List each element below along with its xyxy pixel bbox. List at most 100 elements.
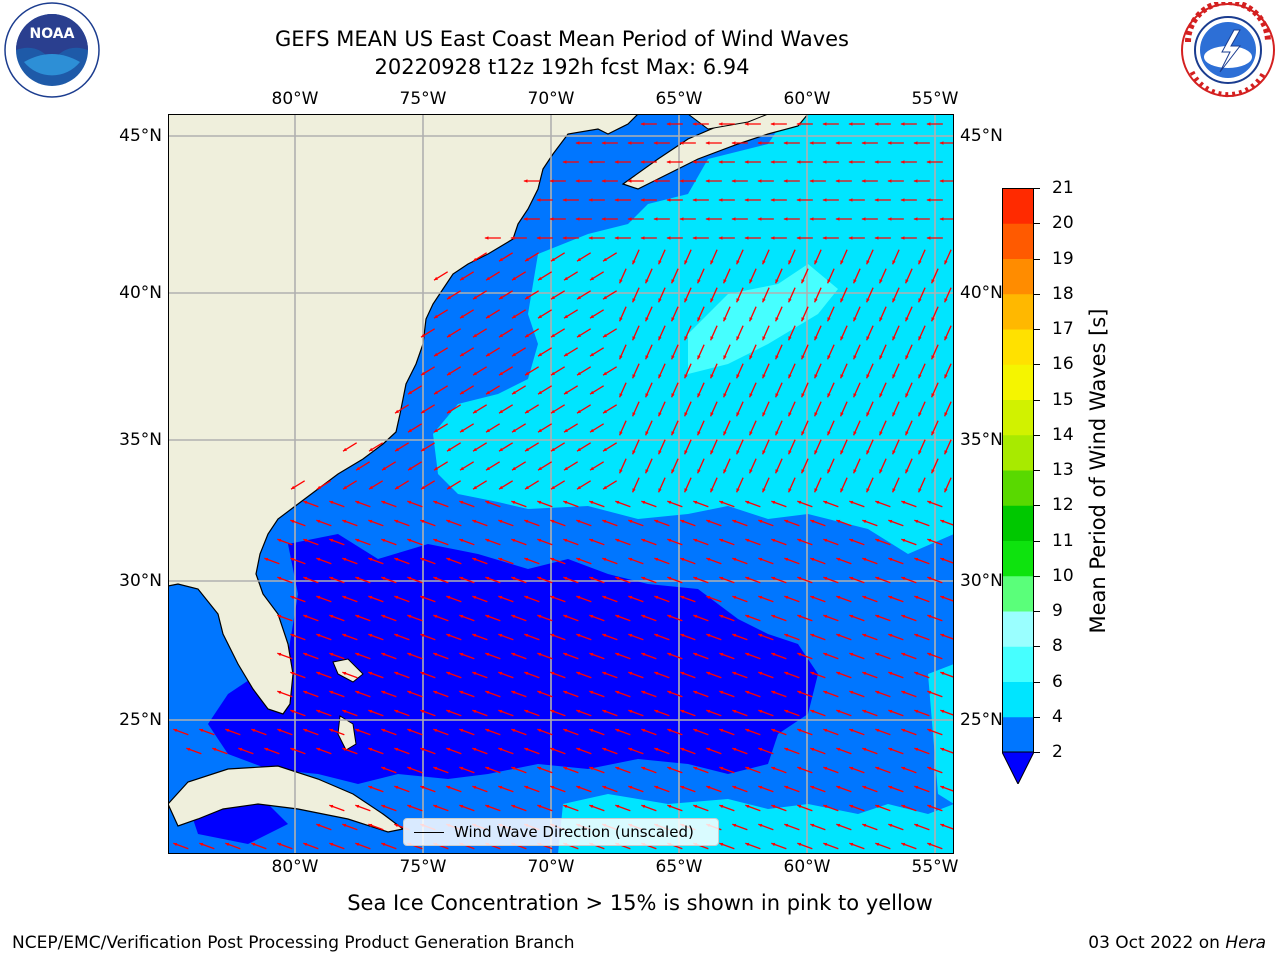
wind-wave-arrow: [550, 290, 566, 300]
wind-wave-arrow: [381, 500, 397, 508]
wind-wave-arrow: [602, 366, 618, 376]
wind-wave-arrow: [917, 439, 926, 455]
lon-label-bottom: 55°W: [911, 857, 959, 877]
colorbar-outline: [1002, 188, 1034, 753]
colorbar-tick-mark: [1034, 364, 1040, 366]
wind-wave-arrow: [940, 519, 954, 526]
wind-wave-arrow: [865, 363, 874, 379]
wind-wave-arrow: [719, 728, 735, 736]
wind-wave-arrow: [576, 252, 592, 262]
wind-wave-arrow: [433, 385, 449, 395]
wind-wave-arrow: [394, 671, 410, 679]
wind-wave-arrow: [813, 477, 822, 493]
wind-wave-arrow: [862, 785, 878, 793]
wind-wave-arrow: [930, 420, 939, 436]
wind-wave-arrow: [485, 690, 501, 698]
lat-label-right: 30°N: [960, 571, 1003, 591]
wind-wave-arrow: [796, 160, 813, 164]
chart-title: GEFS MEAN US East Coast Mean Period of W…: [275, 27, 849, 51]
wind-wave-arrow: [472, 557, 488, 565]
wind-wave-arrow: [865, 477, 874, 493]
wind-wave-arrow: [498, 785, 514, 793]
colorbar-segment: [1002, 434, 1034, 471]
wind-wave-arrow: [602, 671, 618, 679]
wind-wave-arrow: [901, 766, 917, 774]
colorbar-segment: [1002, 293, 1034, 330]
wind-wave-arrow: [576, 557, 592, 565]
wind-wave-arrow: [576, 366, 592, 376]
wind-wave-arrow: [644, 268, 653, 284]
wind-wave-arrow: [683, 325, 692, 341]
colorbar-segment: [1002, 505, 1034, 541]
wind-wave-arrow: [618, 458, 627, 474]
lon-label-top: 70°W: [527, 89, 575, 109]
wind-wave-arrow: [589, 804, 605, 812]
wind-wave-arrow: [420, 366, 436, 376]
wind-wave-arrow: [537, 614, 553, 622]
wind-wave-arrow: [927, 766, 943, 774]
wind-wave-arrow: [446, 480, 462, 490]
wind-wave-arrow: [849, 690, 865, 698]
colorbar-tick-label: 15: [1052, 389, 1074, 410]
wind-wave-arrow: [589, 347, 605, 357]
wind-wave-arrow: [618, 268, 627, 284]
wind-wave-arrow: [550, 709, 566, 717]
wind-wave-arrow: [670, 268, 679, 284]
wind-wave-arrow: [862, 747, 878, 755]
wind-wave-arrow: [563, 766, 579, 774]
wind-wave-arrow: [797, 728, 813, 736]
wind-wave-arrow: [901, 652, 917, 660]
wind-wave-arrow: [732, 823, 748, 831]
wind-wave-arrow: [784, 709, 800, 717]
wind-wave-arrow: [576, 290, 592, 300]
wind-wave-arrow: [537, 690, 553, 698]
wind-wave-arrow: [173, 842, 189, 850]
wind-wave-arrow: [472, 404, 488, 414]
colorbar-tick-mark: [1034, 716, 1040, 718]
wind-wave-arrow: [628, 557, 644, 565]
wind-wave-arrow: [757, 217, 774, 221]
wind-wave-arrow: [576, 671, 592, 679]
wind-wave-arrow: [836, 557, 852, 565]
wind-wave-arrow: [563, 385, 579, 395]
wind-wave-arrow: [770, 236, 787, 240]
wind-wave-arrow: [303, 690, 319, 698]
wind-wave-arrow: [835, 217, 852, 221]
wind-wave-arrow: [641, 728, 657, 736]
wind-wave-arrow: [926, 198, 943, 202]
wind-wave-arrow: [849, 804, 865, 812]
wind-wave-arrow: [627, 179, 644, 183]
wind-wave-arrow: [810, 709, 826, 717]
wind-wave-arrow: [394, 519, 410, 527]
lat-label-left: 40°N: [119, 283, 162, 303]
wind-wave-arrow: [761, 477, 770, 493]
wind-wave-arrow: [914, 747, 930, 755]
wind-wave-arrow: [575, 217, 592, 221]
wind-wave-arrow: [943, 439, 952, 455]
wind-wave-arrow: [589, 766, 605, 774]
wind-wave-arrow: [368, 633, 384, 641]
wind-wave-arrow: [875, 652, 891, 660]
wind-wave-arrow: [368, 709, 384, 717]
wind-wave-arrow: [875, 500, 891, 508]
wind-wave-arrow: [316, 671, 332, 679]
wind-wave-arrow: [696, 420, 705, 436]
wind-wave-arrow: [813, 287, 822, 303]
wind-wave-arrow: [485, 309, 501, 319]
wind-wave-arrow: [303, 842, 319, 850]
wind-wave-arrow: [852, 458, 861, 474]
wind-wave-arrow: [485, 347, 501, 357]
wind-wave-arrow: [901, 804, 917, 812]
wind-wave-arrow: [654, 671, 670, 679]
wind-wave-arrow: [498, 404, 514, 414]
wind-wave-arrow: [277, 842, 293, 850]
land-north-america: [168, 114, 639, 715]
colorbar-tick-mark: [1034, 329, 1040, 330]
wind-wave-arrow: [719, 576, 735, 584]
wind-wave-arrow: [290, 633, 306, 641]
wind-wave-arrow: [618, 306, 627, 322]
wind-wave-arrow: [615, 766, 631, 774]
wind-wave-arrow: [852, 382, 861, 398]
wind-wave-arrow: [524, 633, 540, 641]
wind-wave-arrow: [891, 287, 900, 303]
